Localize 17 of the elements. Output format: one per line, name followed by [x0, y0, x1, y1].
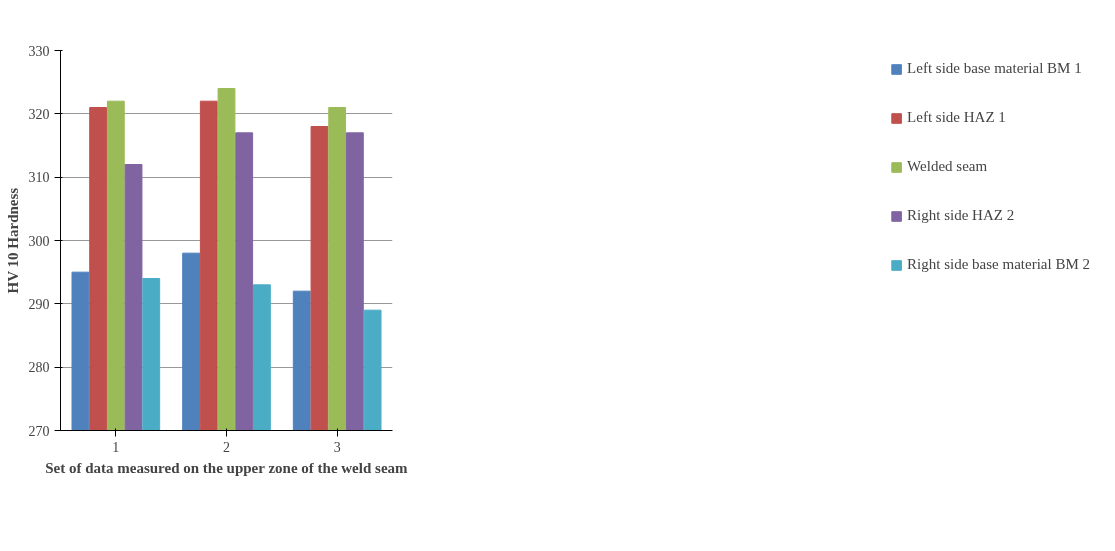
legend-label: Left side HAZ 1 — [907, 109, 1006, 126]
y-tick-label: 310 — [28, 170, 50, 186]
legend-label: Right side HAZ 2 — [907, 207, 1015, 224]
y-tick-label: 320 — [28, 106, 50, 122]
x-axis-title: Set of data measured on the upper zone of the weld seam — [45, 459, 409, 476]
x-tick-label: 2 — [223, 439, 230, 455]
legend-label: Welded seam — [907, 158, 988, 175]
y-tick-label: 270 — [28, 423, 50, 439]
x-tick-label: 1 — [112, 439, 120, 455]
legend-label: Left side base material BM 1 — [907, 60, 1082, 77]
y-tick-label: 300 — [28, 233, 50, 249]
x-tick-label: 3 — [333, 439, 341, 455]
y-tick-label: 330 — [28, 43, 50, 59]
y-tick-label: 290 — [28, 296, 50, 312]
legend-label: Right side base material BM 2 — [907, 256, 1090, 273]
y-tick-label: 280 — [28, 360, 50, 376]
y-axis-title: HV 10 Hardness — [4, 187, 21, 294]
